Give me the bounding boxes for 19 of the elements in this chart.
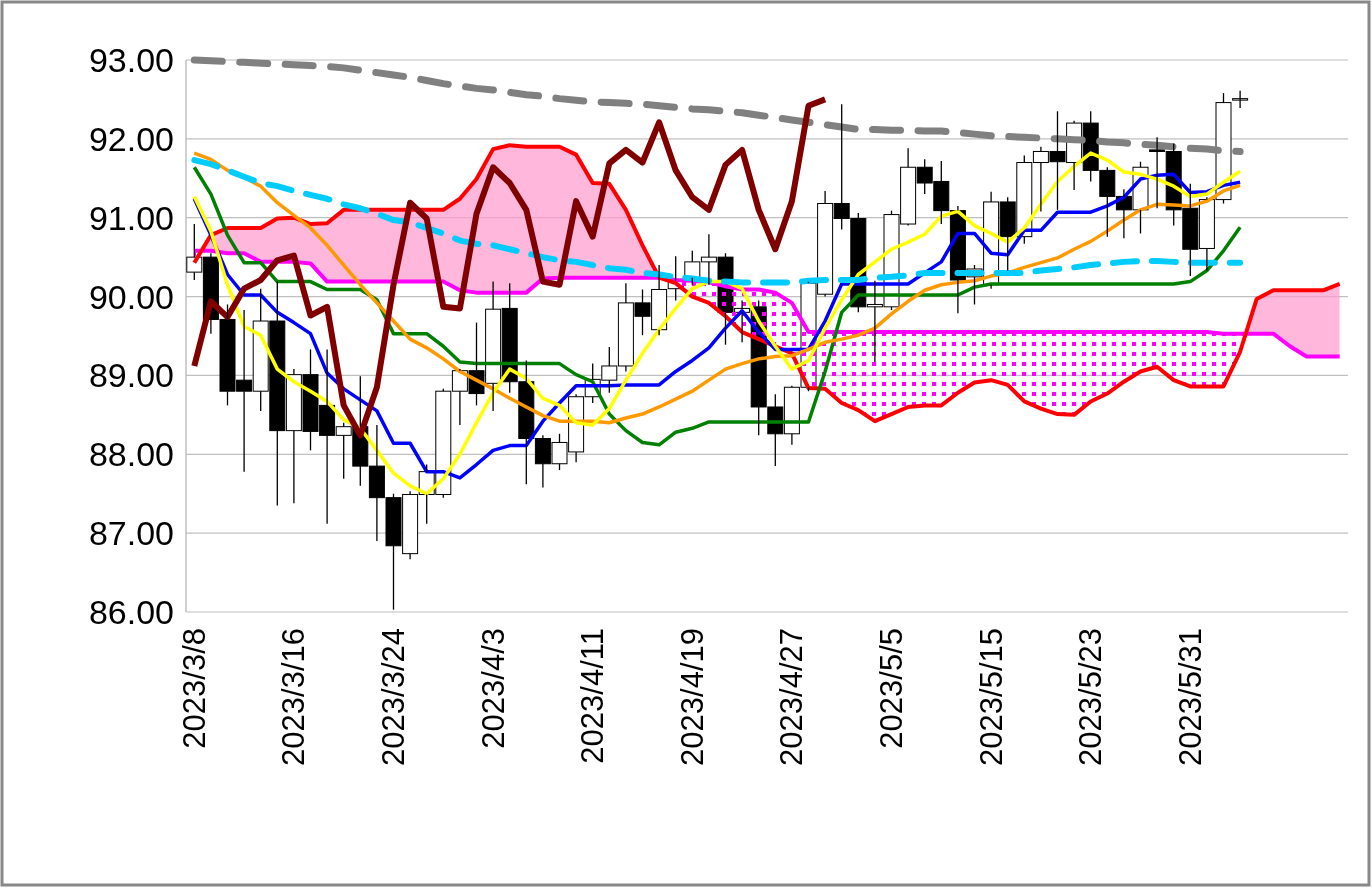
x-tick-label: 2023/3/24 — [376, 628, 411, 766]
x-tick-label: 2023/5/31 — [1172, 628, 1208, 766]
x-tick-label: 2023/4/19 — [674, 628, 710, 766]
y-tick-label: 90.00 — [88, 277, 174, 316]
y-tick-label: 88.00 — [88, 435, 174, 474]
x-tick-label: 2023/4/11 — [575, 628, 611, 764]
y-tick-label: 89.00 — [88, 356, 174, 395]
y-tick-label: 93.00 — [88, 41, 174, 79]
y-tick-label: 91.00 — [88, 198, 174, 237]
x-tick-label: 2023/5/15 — [973, 628, 1009, 766]
x-tick-label: 2023/4/3 — [475, 628, 511, 749]
x-tick-label: 2023/3/16 — [276, 628, 312, 766]
y-tick-label: 86.00 — [88, 593, 174, 631]
x-tick-label: 2023/4/27 — [774, 628, 810, 766]
x-tick-label: 2023/5/5 — [874, 628, 909, 749]
x-tick-label: 2023/3/8 — [176, 628, 212, 749]
y-tick-label: 87.00 — [88, 514, 174, 553]
x-tick-label: 2023/5/23 — [1073, 628, 1109, 766]
y-tick-label: 92.00 — [88, 119, 174, 158]
